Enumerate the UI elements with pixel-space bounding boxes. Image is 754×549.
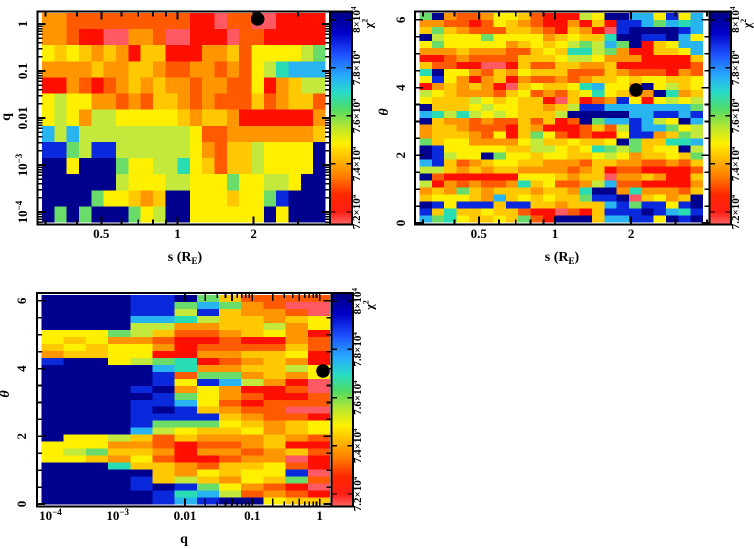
svg-text:7.8×104: 7.8×104: [729, 50, 742, 85]
svg-text:8×104: 8×104: [729, 6, 742, 33]
svg-text:q: q: [180, 532, 188, 547]
svg-text:6: 6: [14, 297, 29, 304]
svg-text:0: 0: [393, 220, 408, 227]
svg-text:2: 2: [628, 226, 635, 241]
svg-text:0.01: 0.01: [15, 107, 30, 130]
svg-text:0.5: 0.5: [471, 226, 488, 241]
svg-text:7.6×104: 7.6×104: [350, 98, 363, 133]
svg-text:1: 1: [174, 226, 181, 241]
svg-text:7.8×104: 7.8×104: [351, 332, 364, 367]
svg-text:0.1: 0.1: [244, 508, 260, 523]
svg-text:8×104: 8×104: [350, 6, 363, 33]
svg-text:7.2×104: 7.2×104: [729, 194, 742, 229]
svg-text:4: 4: [14, 365, 29, 372]
svg-text:s (RE): s (RE): [545, 250, 580, 266]
svg-text:6: 6: [393, 16, 408, 23]
svg-text:θ: θ: [0, 390, 13, 398]
svg-text:7.4×104: 7.4×104: [351, 428, 364, 463]
svg-text:7.4×104: 7.4×104: [350, 146, 363, 181]
svg-text:q: q: [0, 113, 14, 121]
svg-text:1: 1: [15, 21, 30, 28]
svg-text:7.8×104: 7.8×104: [350, 50, 363, 85]
svg-text:2: 2: [14, 433, 29, 440]
svg-text:7.4×104: 7.4×104: [729, 146, 742, 181]
svg-text:4: 4: [393, 84, 408, 91]
svg-text:7.6×104: 7.6×104: [729, 98, 742, 133]
svg-text:χ2: χ2: [361, 19, 376, 30]
svg-text:8×104: 8×104: [351, 288, 364, 315]
svg-text:7.6×104: 7.6×104: [351, 380, 364, 415]
svg-text:7.2×104: 7.2×104: [350, 194, 363, 229]
svg-text:0.5: 0.5: [93, 226, 110, 241]
svg-text:0.1: 0.1: [15, 63, 30, 79]
svg-text:1: 1: [552, 226, 559, 241]
svg-text:2: 2: [393, 152, 408, 159]
svg-text:χ2: χ2: [362, 300, 377, 311]
svg-text:0: 0: [14, 501, 29, 508]
svg-text:7.2×104: 7.2×104: [351, 476, 364, 511]
svg-text:1: 1: [316, 508, 323, 523]
svg-text:s (RE): s (RE): [168, 250, 203, 266]
svg-text:χ2: χ2: [739, 19, 754, 30]
svg-text:0.01: 0.01: [174, 508, 197, 523]
svg-text:2: 2: [250, 226, 257, 241]
svg-text:θ: θ: [377, 108, 392, 116]
